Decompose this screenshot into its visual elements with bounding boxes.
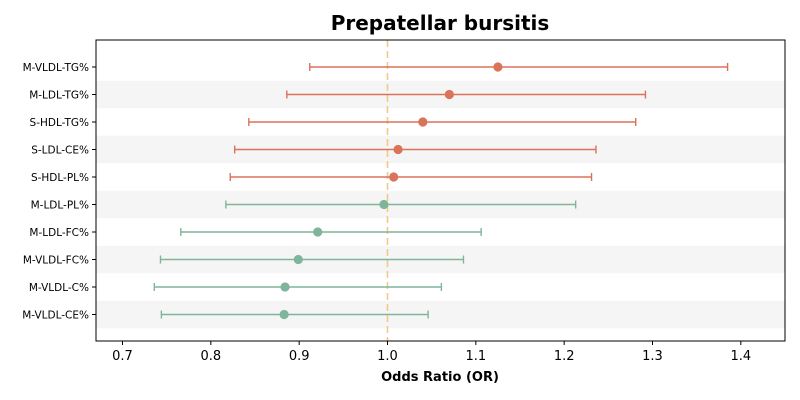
x-tick-label: 0.9	[289, 349, 310, 364]
y-tick-label: M-LDL-FC%	[29, 227, 89, 239]
chart-title: Prepatellar bursitis	[331, 11, 550, 35]
x-tick-label: 1.2	[554, 349, 575, 364]
y-tick-label: M-LDL-PL%	[31, 200, 89, 212]
point-estimate	[313, 227, 323, 237]
x-axis-label: Odds Ratio (OR)	[381, 370, 499, 385]
data-marks	[153, 62, 729, 320]
y-tick-label: M-LDL-TG%	[29, 90, 89, 102]
y-tick-label: S-HDL-TG%	[30, 117, 89, 129]
point-estimate	[393, 144, 403, 155]
y-tick-label: M-VLDL-C%	[29, 282, 89, 294]
point-estimate	[293, 254, 303, 265]
y-tick-label: M-VLDL-CE%	[22, 310, 89, 322]
y-tick-label: S-LDL-CE%	[31, 145, 89, 157]
y-tick-label: S-HDL-PL%	[31, 172, 89, 184]
y-tick-label: M-VLDL-FC%	[23, 255, 89, 267]
x-axis: 0.7 0.8 0.9 1.0 1.1 1.2 1.3 1.4	[112, 341, 751, 364]
plot-frame	[95, 39, 786, 342]
point-estimate	[379, 199, 389, 210]
point-estimate	[418, 117, 428, 127]
x-tick-label: 1.4	[730, 349, 751, 364]
point-estimate	[279, 309, 289, 320]
point-estimate	[493, 62, 503, 72]
x-tick-label: 0.8	[200, 349, 221, 364]
point-estimate	[389, 172, 399, 182]
point-estimate	[444, 89, 454, 100]
x-tick-label: 1.0	[377, 349, 398, 364]
x-tick-label: 1.1	[465, 349, 486, 364]
x-tick-label: 1.3	[642, 349, 663, 364]
x-tick-label: 0.7	[112, 349, 133, 364]
y-tick-label: M-VLDL-TG%	[23, 62, 89, 74]
point-estimate	[280, 282, 290, 292]
y-axis: M-VLDL-TG% M-LDL-TG% S-HDL-TG% S-LDL-CE% S-H…	[22, 62, 96, 322]
